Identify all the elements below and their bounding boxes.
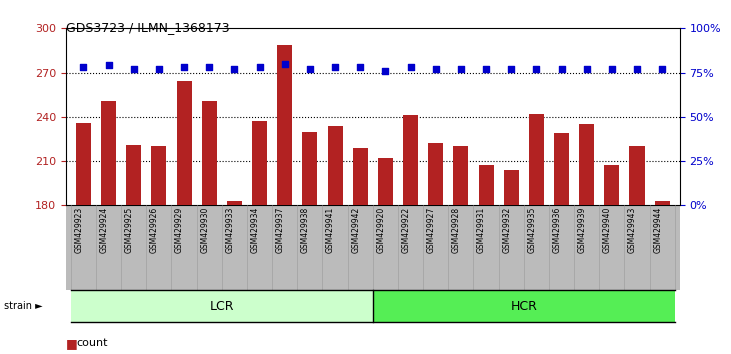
Text: GSM429928: GSM429928 xyxy=(452,207,461,253)
Text: GSM429936: GSM429936 xyxy=(553,207,561,253)
Text: GSM429922: GSM429922 xyxy=(401,207,411,253)
Bar xyxy=(629,146,645,205)
Bar xyxy=(579,124,594,205)
Bar xyxy=(655,201,670,205)
Text: GSM429926: GSM429926 xyxy=(150,207,159,253)
Text: GSM429937: GSM429937 xyxy=(276,207,285,253)
Point xyxy=(103,63,115,68)
Text: GSM429931: GSM429931 xyxy=(477,207,486,253)
Bar xyxy=(453,146,469,205)
Point xyxy=(430,66,442,72)
Text: count: count xyxy=(77,338,108,348)
Bar xyxy=(303,132,317,205)
Point xyxy=(455,66,466,72)
Text: GSM429927: GSM429927 xyxy=(427,207,436,253)
Text: GSM429944: GSM429944 xyxy=(654,207,662,253)
Text: GSM429932: GSM429932 xyxy=(502,207,511,253)
Bar xyxy=(126,145,141,205)
Bar xyxy=(101,101,116,205)
Text: strain ►: strain ► xyxy=(4,301,42,311)
Bar xyxy=(252,121,267,205)
Bar xyxy=(378,158,393,205)
Point xyxy=(203,64,215,70)
Text: GSM429933: GSM429933 xyxy=(225,207,235,253)
Text: ■: ■ xyxy=(66,337,77,350)
Text: GSM429924: GSM429924 xyxy=(99,207,109,253)
Bar xyxy=(428,143,443,205)
Point xyxy=(606,66,618,72)
Text: GSM429930: GSM429930 xyxy=(200,207,209,253)
Text: GSM429923: GSM429923 xyxy=(75,207,83,253)
Text: GSM429942: GSM429942 xyxy=(351,207,360,253)
Text: GSM429925: GSM429925 xyxy=(125,207,134,253)
Point xyxy=(531,66,542,72)
Bar xyxy=(479,166,493,205)
Text: GSM429940: GSM429940 xyxy=(603,207,612,253)
Point xyxy=(581,66,593,72)
Bar xyxy=(605,166,619,205)
Text: GSM429920: GSM429920 xyxy=(376,207,385,253)
Text: LCR: LCR xyxy=(210,300,234,313)
Point xyxy=(355,64,366,70)
Bar xyxy=(352,148,368,205)
Point xyxy=(254,64,265,70)
Point xyxy=(329,64,341,70)
Bar xyxy=(403,115,418,205)
Bar xyxy=(76,123,91,205)
Point xyxy=(77,64,89,70)
Bar xyxy=(227,201,242,205)
Text: GSM429929: GSM429929 xyxy=(175,207,184,253)
Point xyxy=(128,66,140,72)
Point xyxy=(556,66,567,72)
Bar xyxy=(277,45,292,205)
Bar xyxy=(504,170,519,205)
Text: GSM429934: GSM429934 xyxy=(251,207,260,253)
Text: GSM429938: GSM429938 xyxy=(301,207,310,253)
Bar xyxy=(151,146,167,205)
Text: GSM429935: GSM429935 xyxy=(527,207,537,253)
Bar xyxy=(529,114,544,205)
Text: GDS3723 / ILMN_1368173: GDS3723 / ILMN_1368173 xyxy=(66,21,230,34)
Point xyxy=(505,66,517,72)
Point xyxy=(178,64,190,70)
Point xyxy=(631,66,643,72)
Point xyxy=(480,66,492,72)
Bar xyxy=(554,133,569,205)
Point xyxy=(304,66,316,72)
Text: GSM429939: GSM429939 xyxy=(577,207,587,253)
Bar xyxy=(327,126,343,205)
Text: HCR: HCR xyxy=(510,300,537,313)
Point xyxy=(229,66,240,72)
Text: GSM429941: GSM429941 xyxy=(326,207,335,253)
Text: GSM429943: GSM429943 xyxy=(628,207,637,253)
Point xyxy=(405,64,417,70)
Point xyxy=(279,61,291,67)
Point xyxy=(379,68,391,74)
Bar xyxy=(176,81,192,205)
Point xyxy=(153,66,164,72)
Point xyxy=(656,66,668,72)
Bar xyxy=(202,101,217,205)
